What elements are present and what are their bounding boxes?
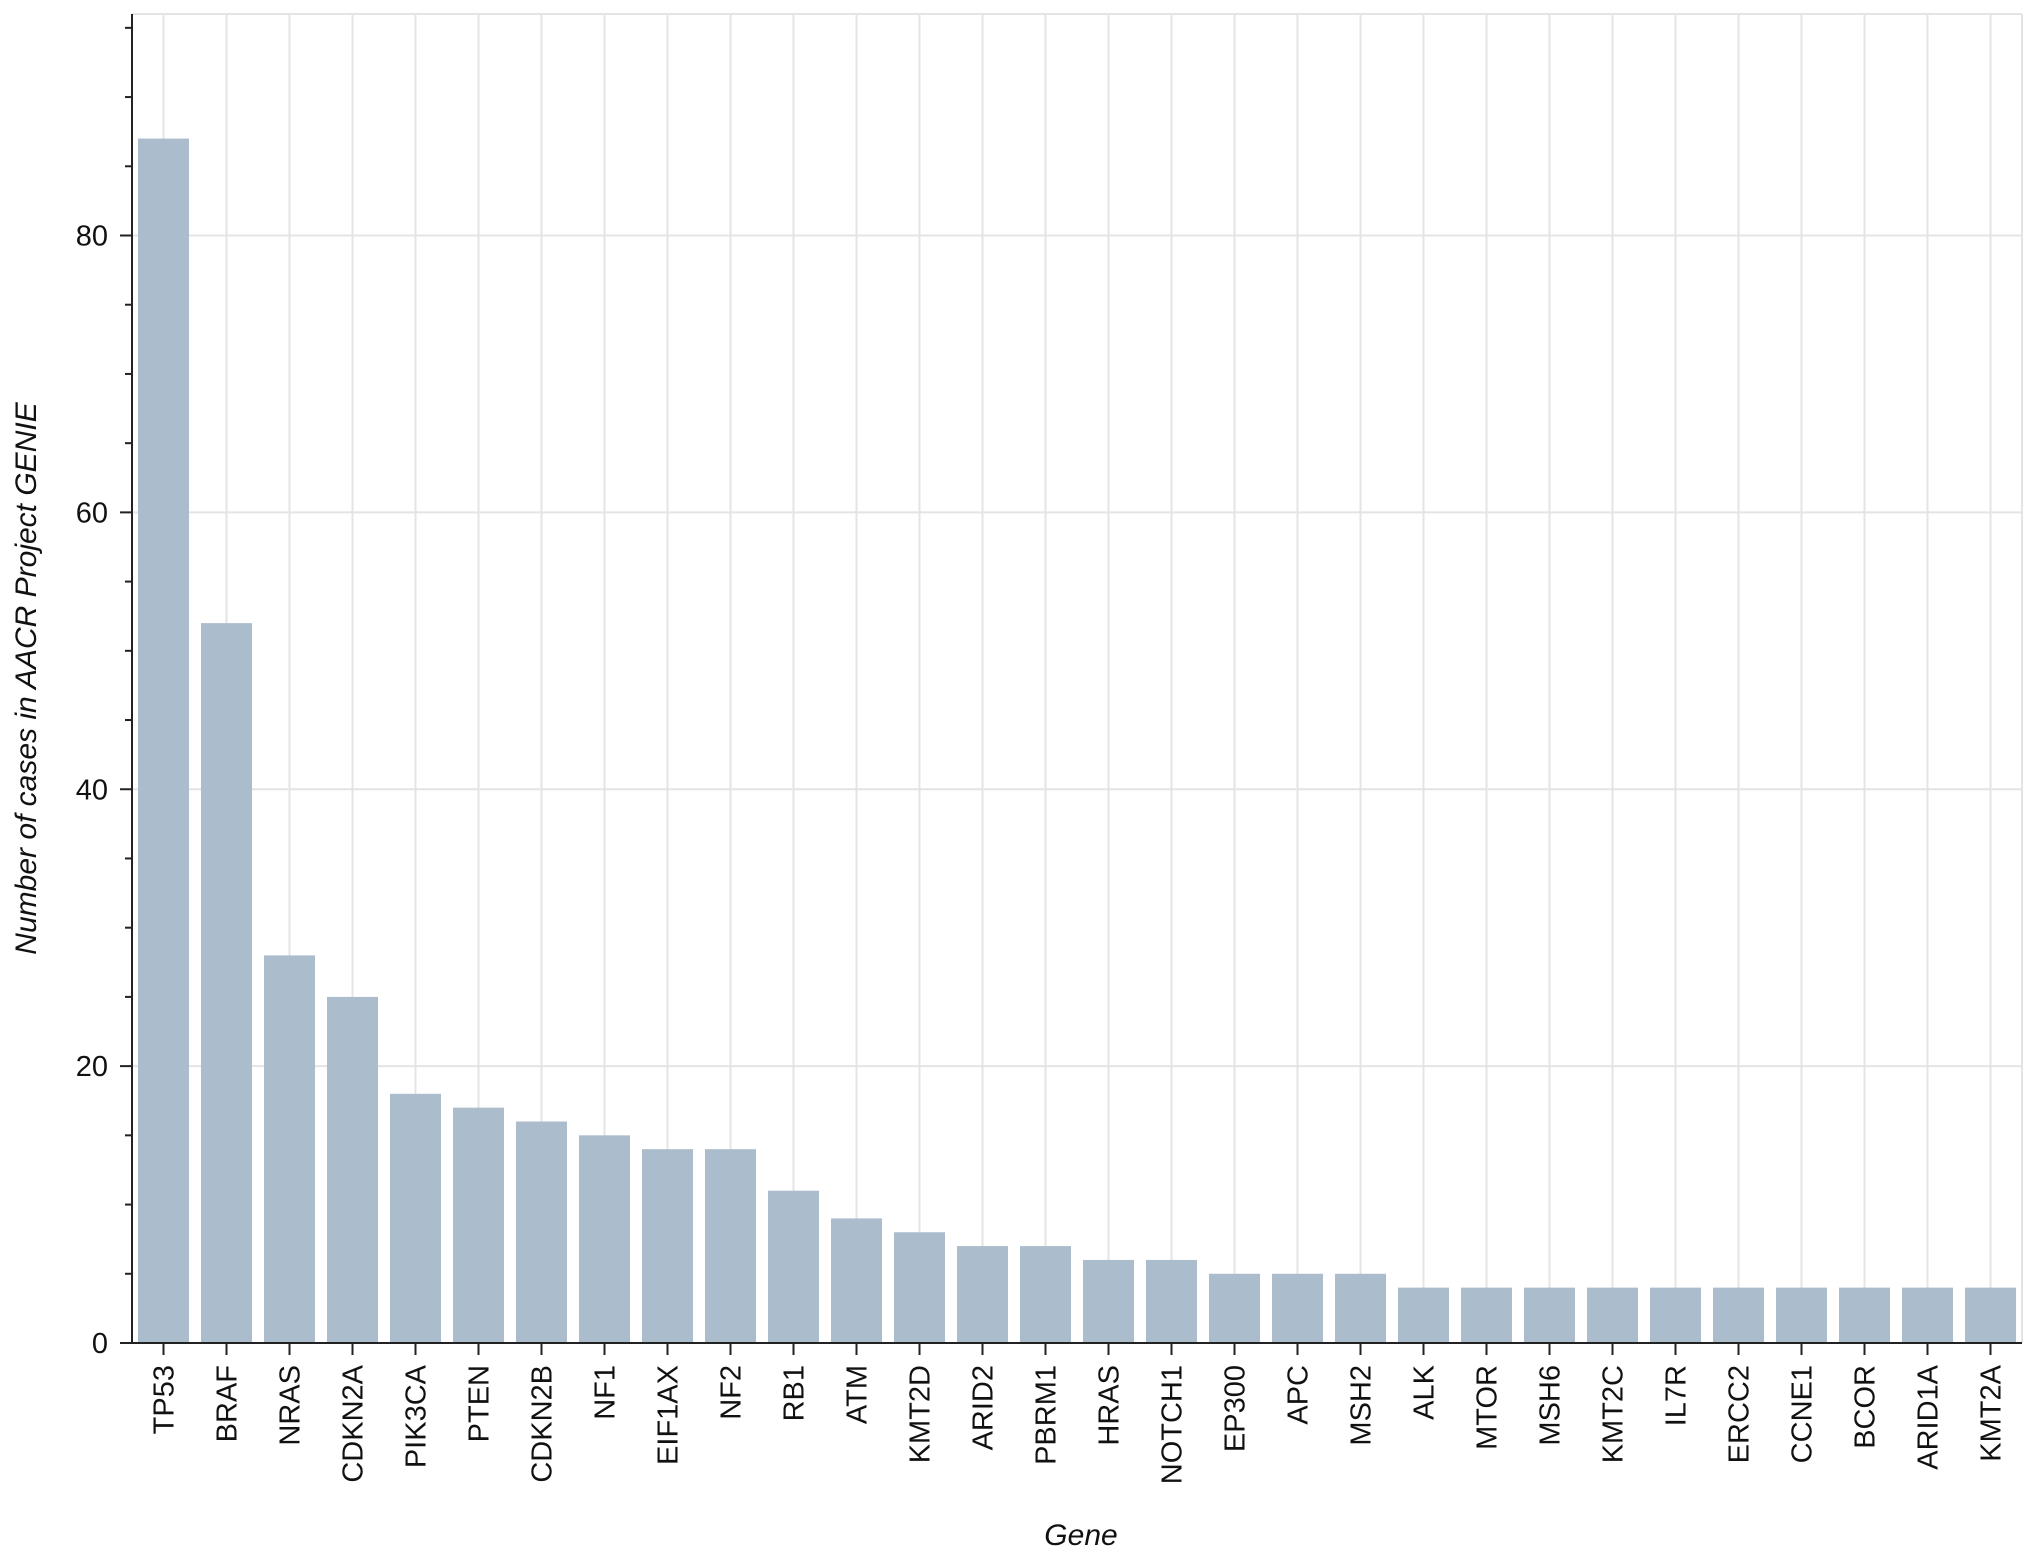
x-tick-label: NRAS bbox=[275, 1365, 307, 1446]
x-tick-label: ARID2 bbox=[968, 1365, 1000, 1450]
bar-hras bbox=[1082, 1259, 1135, 1343]
bar-atm bbox=[830, 1218, 883, 1343]
bar-pten bbox=[452, 1107, 505, 1343]
y-tick-label: 0 bbox=[92, 1328, 108, 1360]
bar-cdkn2b bbox=[515, 1121, 568, 1343]
bar-ercc2 bbox=[1712, 1287, 1765, 1343]
bar-il7r bbox=[1649, 1287, 1702, 1343]
bar-braf bbox=[200, 623, 253, 1343]
x-tick-label: KMT2A bbox=[1976, 1364, 2008, 1461]
bar-kmt2d bbox=[893, 1232, 946, 1343]
x-tick-label: MSH6 bbox=[1535, 1365, 1567, 1446]
bar-alk bbox=[1397, 1287, 1450, 1343]
tick-labels: 0 20 40 60 80 TP53 BRAF NRAS CDKN2A PIK3CA PTEN CDK… bbox=[76, 221, 2008, 1485]
bar-rb1 bbox=[767, 1190, 820, 1343]
bar-pbrm1 bbox=[1019, 1246, 1072, 1343]
x-tick-label: CDKN2B bbox=[527, 1365, 559, 1483]
bar-pik3ca bbox=[389, 1093, 442, 1343]
x-tick-label: MSH2 bbox=[1346, 1365, 1378, 1446]
x-tick-label: ERCC2 bbox=[1724, 1365, 1756, 1463]
y-tick-label: 80 bbox=[76, 221, 108, 253]
x-tick-label: PIK3CA bbox=[401, 1364, 433, 1468]
x-tick-label: BCOR bbox=[1850, 1365, 1882, 1449]
x-axis-title: Gene bbox=[1044, 1519, 1117, 1552]
bar-apc bbox=[1271, 1273, 1324, 1343]
bar-kmt2a bbox=[1964, 1287, 2017, 1343]
bar-arid2 bbox=[956, 1246, 1009, 1343]
x-tick-label: KMT2C bbox=[1598, 1365, 1630, 1463]
bar-msh2 bbox=[1334, 1273, 1387, 1343]
y-tick-label: 40 bbox=[76, 774, 108, 806]
bar-nf1 bbox=[578, 1135, 631, 1343]
ticks bbox=[120, 26, 1992, 1355]
x-tick-label: APC bbox=[1283, 1365, 1315, 1425]
y-tick-label: 20 bbox=[76, 1051, 108, 1083]
bar-mtor bbox=[1460, 1287, 1513, 1343]
x-tick-label: NOTCH1 bbox=[1157, 1365, 1189, 1484]
bar-nras bbox=[263, 955, 316, 1343]
x-tick-label: BRAF bbox=[212, 1365, 244, 1442]
bar-msh6 bbox=[1523, 1287, 1576, 1343]
x-tick-label: ALK bbox=[1409, 1364, 1441, 1419]
x-tick-label: EP300 bbox=[1220, 1365, 1252, 1452]
x-tick-label: NF1 bbox=[590, 1365, 622, 1420]
x-tick-label: KMT2D bbox=[905, 1365, 937, 1463]
x-tick-label: PBRM1 bbox=[1031, 1365, 1063, 1465]
x-tick-label: PTEN bbox=[464, 1365, 496, 1442]
x-tick-label: ARID1A bbox=[1913, 1364, 1945, 1469]
x-tick-label: IL7R bbox=[1661, 1365, 1693, 1426]
bars bbox=[137, 138, 2017, 1343]
bar-ccne1 bbox=[1775, 1287, 1828, 1343]
bar-nf2 bbox=[704, 1149, 757, 1343]
x-tick-label: HRAS bbox=[1094, 1365, 1126, 1446]
bar-kmt2c bbox=[1586, 1287, 1639, 1343]
x-tick-label: ATM bbox=[842, 1365, 874, 1424]
y-axis-title: Number of cases in AACR Project GENIE bbox=[10, 401, 43, 954]
bar-bcor bbox=[1838, 1287, 1891, 1343]
bar-tp53 bbox=[137, 138, 190, 1343]
x-tick-label: TP53 bbox=[149, 1365, 181, 1434]
x-tick-label: CDKN2A bbox=[338, 1364, 370, 1482]
x-tick-label: EIF1AX bbox=[653, 1365, 685, 1465]
y-tick-label: 60 bbox=[76, 497, 108, 529]
bar-notch1 bbox=[1145, 1259, 1198, 1343]
bar-cdkn2a bbox=[326, 996, 379, 1343]
bar-eif1ax bbox=[641, 1149, 694, 1343]
x-tick-label: MTOR bbox=[1472, 1365, 1504, 1450]
x-tick-label: NF2 bbox=[716, 1365, 748, 1420]
grid-lines bbox=[132, 13, 2023, 1343]
bar-arid1a bbox=[1901, 1287, 1954, 1343]
bar-ep300 bbox=[1208, 1273, 1261, 1343]
x-tick-label: RB1 bbox=[779, 1365, 811, 1421]
x-tick-label: CCNE1 bbox=[1787, 1365, 1819, 1463]
